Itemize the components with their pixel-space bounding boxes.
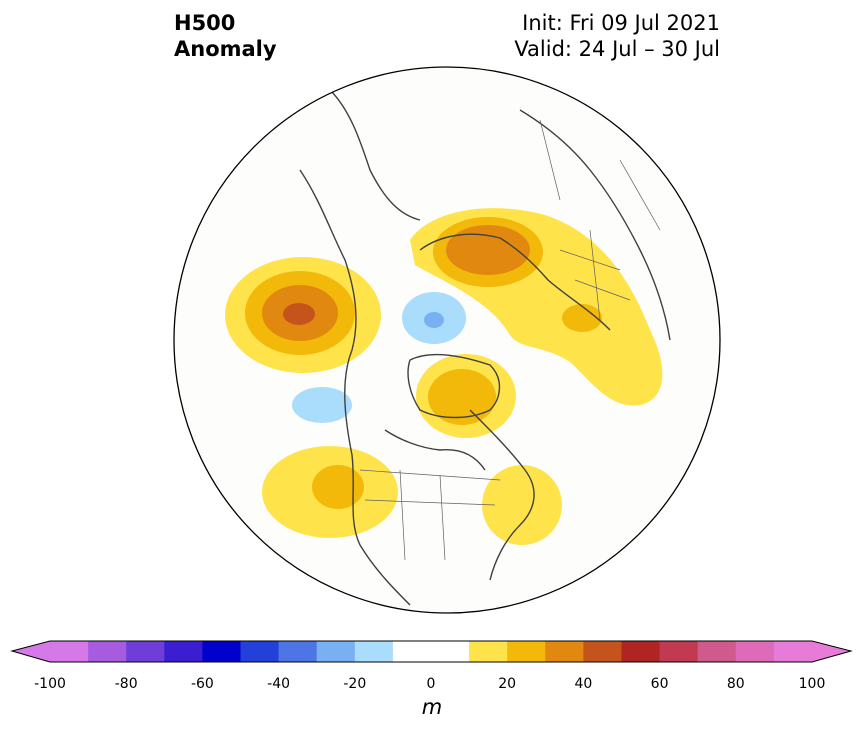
colorbar-cell: [507, 641, 546, 662]
colorbar-cell: [697, 641, 737, 662]
colorbar-tick-label: 40: [574, 676, 593, 692]
title-line-1: H500: [174, 11, 236, 35]
colorbar-tick-label: -40: [267, 676, 291, 692]
colorbar-over-arrow: [812, 641, 851, 662]
colorbar-tick-label: -20: [343, 676, 367, 692]
colorbar-cell: [773, 641, 813, 662]
colorbar-cell: [278, 641, 318, 662]
colorbar-cell: [583, 641, 622, 662]
anomaly-arctic-negative: [402, 292, 466, 344]
colorbar-tick-label: 100: [798, 676, 826, 692]
colorbar-cell: [392, 641, 470, 662]
colorbar-cell: [126, 641, 165, 662]
colorbar-tick-label: -60: [190, 676, 214, 692]
coastlines: [299, 89, 671, 606]
colorbar-tick-label: 60: [650, 676, 669, 692]
title-line-2: Anomaly: [174, 37, 277, 61]
polar-map: [173, 66, 721, 614]
init-date: Init: Fri 09 Jul 2021: [522, 11, 720, 35]
colorbar-cell: [164, 641, 203, 662]
colorbar-unit: m: [421, 695, 443, 719]
anomaly-western-us: [262, 446, 398, 538]
valid-dates: Valid: 24 Jul – 30 Jul: [514, 37, 720, 61]
colorbar-cell: [659, 641, 699, 662]
colorbar-tick-label: 0: [426, 676, 436, 692]
anomaly-pacific-negative: [292, 387, 352, 423]
colorbar-cell: [354, 641, 394, 662]
anomaly-hudson-bay: [416, 354, 516, 438]
colorbar: [10, 640, 853, 663]
colorbar-cell: [469, 641, 508, 662]
colorbar-cell: [202, 641, 241, 662]
colorbar-cell: [621, 641, 661, 662]
colorbar-cell: [88, 641, 127, 662]
anomaly-scandinavia: [410, 208, 663, 406]
colorbar-tick-label: -80: [114, 676, 138, 692]
anomaly-ne-us: [482, 465, 562, 545]
colorbar-cell: [735, 641, 775, 662]
colorbar-tick-label: -100: [34, 676, 66, 692]
colorbar-tick-label: 20: [498, 676, 517, 692]
colorbar-tick-label: 80: [726, 676, 745, 692]
colorbar-outline: [10, 640, 853, 663]
anomaly-ne-pacific: [225, 257, 381, 373]
colorbar-cell: [545, 641, 584, 662]
map-title: H500 Anomaly: [174, 10, 277, 62]
map-boundary: [173, 66, 721, 614]
borders: [359, 119, 661, 561]
colorbar-under-arrow: [12, 641, 50, 662]
colorbar-cell: [316, 641, 356, 662]
colorbar-cell: [50, 641, 89, 662]
colorbar-cell: [240, 641, 280, 662]
forecast-info: Init: Fri 09 Jul 2021 Valid: 24 Jul – 30…: [514, 10, 720, 62]
